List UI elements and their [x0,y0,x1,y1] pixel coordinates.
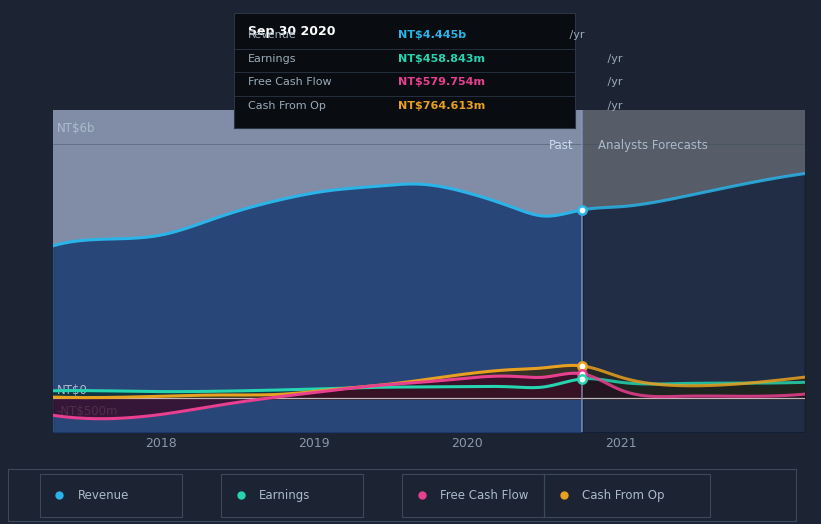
Bar [582,110,805,432]
Text: Past: Past [548,139,573,152]
Text: Cash From Op: Cash From Op [248,102,325,112]
Text: Earnings: Earnings [259,489,310,501]
Text: Revenue: Revenue [77,489,129,501]
Text: /yr: /yr [566,30,585,40]
Text: Cash From Op: Cash From Op [582,489,664,501]
Text: NT$0: NT$0 [57,384,87,397]
Text: Revenue: Revenue [248,30,296,40]
Text: /yr: /yr [603,77,622,88]
Text: Free Cash Flow: Free Cash Flow [440,489,529,501]
Text: Analysts Forecasts: Analysts Forecasts [598,139,708,152]
Text: NT$764.613m: NT$764.613m [397,102,484,112]
Text: -NT$500m: -NT$500m [57,405,118,418]
Text: Sep 30 2020: Sep 30 2020 [248,25,335,38]
Text: Earnings: Earnings [248,54,296,64]
Text: NT$6b: NT$6b [57,123,95,136]
Bar [53,110,582,432]
Text: NT$4.445b: NT$4.445b [397,30,466,40]
Text: NT$579.754m: NT$579.754m [397,77,484,88]
Text: /yr: /yr [603,102,622,112]
Text: Free Cash Flow: Free Cash Flow [248,77,331,88]
Text: /yr: /yr [603,54,622,64]
Text: NT$458.843m: NT$458.843m [397,54,484,64]
